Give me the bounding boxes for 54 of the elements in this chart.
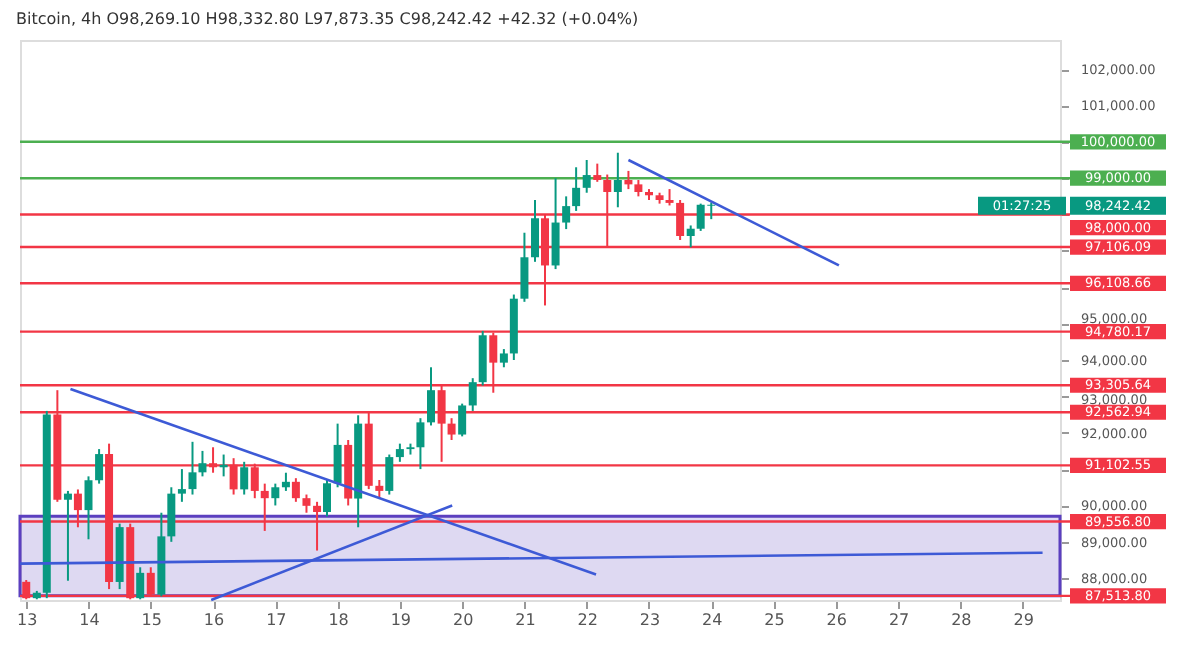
x-tick-label: 24 <box>702 611 723 629</box>
candlestick <box>468 377 477 412</box>
candlestick <box>385 453 394 496</box>
candlestick <box>447 417 456 441</box>
x-tick-label: 23 <box>639 611 661 629</box>
candlestick <box>686 224 695 249</box>
x-tick-label: 15 <box>141 611 162 629</box>
x-tick-label: 18 <box>328 611 349 629</box>
candlestick <box>302 493 311 514</box>
candlestick <box>572 166 581 212</box>
x-tick-label: 17 <box>266 611 287 629</box>
x-tick-label: 28 <box>951 611 972 629</box>
x-tick-label: 19 <box>390 611 412 629</box>
candlestick <box>167 486 176 543</box>
candlestick <box>63 489 72 582</box>
candlestick <box>198 449 207 478</box>
x-tick-label: 13 <box>17 611 38 629</box>
candlestick <box>136 566 145 601</box>
candlestick <box>624 169 633 191</box>
x-tick-label: 21 <box>515 611 536 629</box>
candlestick <box>84 475 93 541</box>
candlestick <box>613 151 622 209</box>
candlestick <box>177 468 186 503</box>
candlestick <box>562 195 571 231</box>
candlestick <box>582 159 591 194</box>
candlestick <box>323 479 332 518</box>
x-tick-label: 29 <box>1013 611 1034 629</box>
candlestick <box>458 402 467 438</box>
candlestick <box>416 417 425 471</box>
candlestick <box>333 422 342 489</box>
x-tick-label: 26 <box>826 611 847 629</box>
candlestick <box>427 366 436 427</box>
candlestick <box>395 442 404 463</box>
candlestick <box>375 479 384 500</box>
x-tick-label: 16 <box>203 611 225 629</box>
candlestick <box>281 471 290 492</box>
candlestick <box>520 231 529 303</box>
candlestick <box>478 329 487 387</box>
candlestick <box>531 199 540 263</box>
x-tick-label: 27 <box>888 611 910 629</box>
candlestick <box>32 592 41 599</box>
candlestick <box>499 348 508 369</box>
candlestick <box>188 440 197 496</box>
x-tick-label: 25 <box>764 611 785 629</box>
x-tick-label: 14 <box>79 611 100 629</box>
candlestick <box>291 477 300 503</box>
candlestick <box>593 162 602 183</box>
x-tick-label: 22 <box>577 611 598 629</box>
chart-title: Bitcoin, 4h O98,269.10 H98,332.80 L97,873.35 C98,242.42 +42.32 (+0.04%) <box>16 10 639 28</box>
x-tick-label: 20 <box>452 611 474 629</box>
candlestick <box>551 177 560 271</box>
candlestick <box>271 482 280 507</box>
candlestick <box>95 448 104 485</box>
candlestick <box>240 460 249 496</box>
